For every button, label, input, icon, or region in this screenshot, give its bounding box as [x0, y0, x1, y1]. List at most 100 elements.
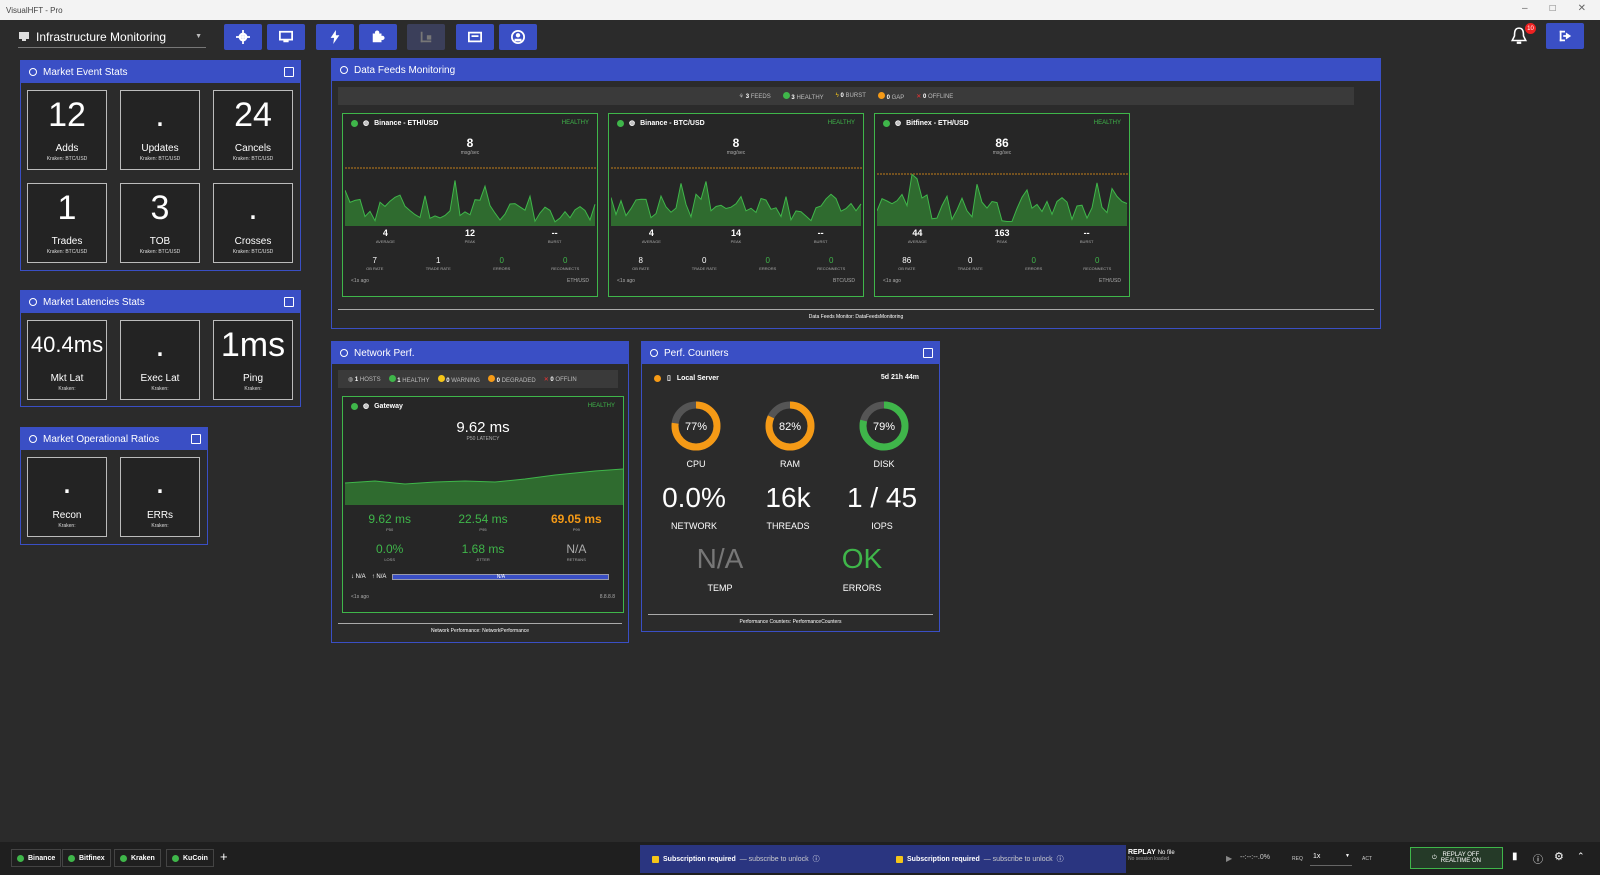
pin-icon[interactable]	[29, 298, 37, 306]
last-update: <1s ago	[351, 278, 369, 284]
studio-button[interactable]	[456, 24, 494, 50]
tile-sub: Kraken:	[244, 386, 262, 392]
label: ERRORS	[759, 266, 777, 271]
chart-icon[interactable]	[191, 434, 201, 444]
x-icon: ✕	[916, 93, 922, 100]
add-tab-button[interactable]: +	[220, 849, 228, 864]
tile-label: Trades	[51, 236, 83, 247]
feed-card[interactable]: ◍ Binance - BTC/USD HEALTHY 8 msg/sec 4 AV…	[608, 113, 864, 297]
label: AVERAGE	[641, 239, 661, 244]
feed-card[interactable]: ◍ Binance - ETH/USD HEALTHY 8 msg/sec 4 AV…	[342, 113, 598, 297]
server-name: Local Server	[676, 374, 719, 382]
settings-button[interactable]	[224, 24, 262, 50]
value: 22.54 ms	[458, 512, 508, 526]
power-icon: ⏻	[1432, 854, 1437, 861]
pin-icon[interactable]	[650, 349, 658, 357]
chart-icon[interactable]	[284, 67, 294, 77]
count: 0	[446, 377, 450, 384]
info-icon: ⓘ	[1056, 856, 1064, 863]
stat-tile[interactable]: 40.4ms Mkt Lat Kraken:	[27, 320, 107, 400]
globe-icon: ◍	[629, 120, 636, 127]
stat-tile[interactable]: . Recon Kraken:	[27, 457, 107, 537]
logout-button[interactable]	[1546, 23, 1584, 49]
notifications-button[interactable]: 10	[1510, 23, 1536, 47]
stat-tile[interactable]: 3 TOB Kraken: BTC/USD	[120, 183, 200, 263]
value: --	[817, 228, 824, 238]
stat-tile[interactable]: 24 Cancels Kraken: BTC/USD	[213, 90, 293, 170]
network-value: 0.0%	[662, 482, 726, 513]
speed-select[interactable]: 1x ▼	[1310, 850, 1352, 866]
stat-tile[interactable]: . Updates Kraken: BTC/USD	[120, 90, 200, 170]
feeds-summary: ⚘ 3 FEEDS 3 HEALTHY ϟ 0 BURST 0 GAP ✕ 0 …	[338, 87, 1354, 105]
reconnects-stat: 0 RECONNECTS	[1066, 256, 1130, 271]
errors-label: ERRORS	[842, 583, 882, 593]
peak-stat: 163 PEAK	[960, 228, 1045, 244]
minimize-icon[interactable]: –	[1522, 3, 1528, 14]
stat-tile[interactable]: 1ms Ping Kraken:	[213, 320, 293, 400]
info-icon[interactable]: ⓘ	[1533, 855, 1543, 866]
bandwidth-bar: N/A	[392, 574, 610, 580]
feed-name: Binance - BTC/USD	[640, 119, 705, 127]
label: P99	[572, 527, 580, 532]
subscription-banner[interactable]: Subscription required — subscribe to unlo…	[640, 845, 836, 873]
errors-stat: 0 ERRORS	[1002, 256, 1066, 271]
host-card[interactable]: ◍ Gateway HEALTHY 9.62 ms P50 LATENCY 9.6…	[342, 396, 624, 613]
feed-status: HEALTHY	[561, 120, 589, 126]
panel-header: Market Operational Ratios	[21, 428, 207, 450]
tile-value: .	[155, 463, 165, 501]
close-icon[interactable]: ✕	[1577, 3, 1586, 14]
realtime-toggle[interactable]: ⏻ REPLAY OFF REALTIME ON	[1410, 847, 1503, 869]
exchange-tab[interactable]: Binance	[11, 849, 62, 867]
label: BURST	[1079, 239, 1094, 244]
label: PEAK	[996, 239, 1008, 244]
label: PEAK	[464, 239, 476, 244]
plugins-button[interactable]	[359, 24, 397, 50]
chart-icon[interactable]	[284, 297, 294, 307]
stat-tile[interactable]: 1 Trades Kraken: BTC/USD	[27, 183, 107, 263]
label: OB RATE	[632, 266, 650, 271]
panel-header: Network Perf.	[332, 342, 628, 364]
disabled-button[interactable]	[407, 24, 445, 50]
network-perf-panel: Network Perf. ◍ 1 HOSTS 1 HEALTHY 0 WARN…	[331, 341, 629, 643]
panel-title: Market Latencies Stats	[43, 296, 145, 308]
stat-tile[interactable]: . Crosses Kraken: BTC/USD	[213, 183, 293, 263]
value: 14	[731, 228, 742, 238]
maximize-icon[interactable]: □	[1549, 3, 1556, 14]
stat-tile[interactable]: . Exec Lat Kraken:	[120, 320, 200, 400]
play-icon[interactable]: ▶	[1226, 854, 1233, 863]
actions-button[interactable]	[316, 24, 354, 50]
screen-button[interactable]	[267, 24, 305, 50]
chevron-up-icon[interactable]: ⌃	[1577, 851, 1585, 861]
stat-tile[interactable]: . ERRs Kraken:	[120, 457, 200, 537]
reconnects-stat: 0 RECONNECTS	[800, 256, 864, 271]
bookmark-icon[interactable]: ▮	[1512, 851, 1518, 862]
puzzle-icon	[372, 30, 385, 43]
trade_rate-stat: 1 TRADE RATE	[407, 256, 471, 271]
account-button[interactable]	[499, 24, 537, 50]
temp-value: N/A	[696, 543, 744, 574]
chart-icon[interactable]	[923, 348, 933, 358]
exchange-tab[interactable]: Kraken	[114, 849, 161, 867]
globe-icon: ◍	[363, 403, 370, 410]
exchange-tab[interactable]: KuCoin	[166, 849, 214, 867]
tile-label: TOB	[149, 236, 171, 247]
exchange-tab[interactable]: Bitfinex	[62, 849, 111, 867]
pin-icon[interactable]	[340, 66, 348, 74]
stat-tile[interactable]: 12 Adds Kraken: BTC/USD	[27, 90, 107, 170]
feed-card[interactable]: ◍ Bitfinex - ETH/USD HEALTHY 86 msg/sec 4…	[874, 113, 1130, 297]
tile-value: 24	[234, 96, 272, 134]
pin-icon[interactable]	[29, 68, 37, 76]
feed-sparkline	[877, 173, 1129, 226]
gear-icon[interactable]: ⚙	[1554, 851, 1564, 863]
hosts-count: ◍ 1 HOSTS	[348, 376, 381, 383]
pin-icon[interactable]	[29, 435, 37, 443]
pin-icon[interactable]	[340, 349, 348, 357]
lightning-icon	[330, 30, 340, 44]
value: 4	[648, 228, 654, 238]
subscription-banner[interactable]: Subscription required — subscribe to unlo…	[836, 845, 1126, 873]
p99-stat: 69.05 ms P99	[530, 512, 623, 532]
label: TRADE RATE	[691, 266, 717, 271]
user-icon	[511, 30, 525, 44]
layout-select[interactable]: Infrastructure Monitoring ▼	[18, 26, 206, 48]
label: RECONNECTS	[1083, 266, 1112, 271]
